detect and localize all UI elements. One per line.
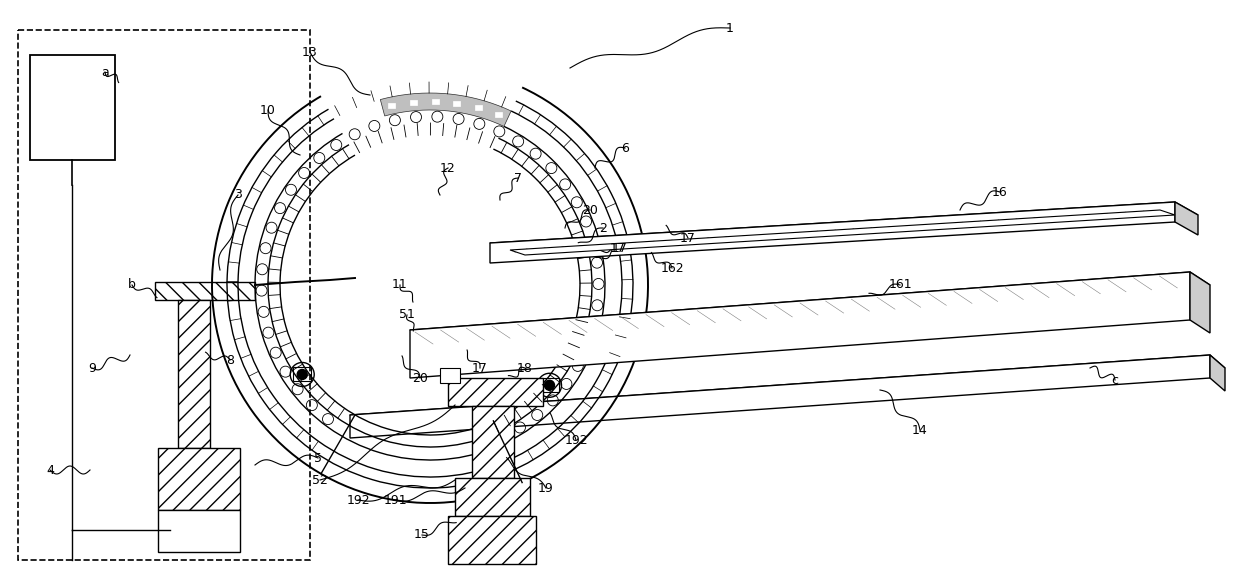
Text: 12: 12	[440, 162, 456, 174]
Text: 51: 51	[399, 309, 415, 321]
Text: 2: 2	[599, 221, 606, 235]
Circle shape	[298, 370, 308, 379]
Bar	[541, 378, 558, 392]
Bar	[157, 510, 241, 552]
Bar	[410, 100, 417, 105]
Text: 191: 191	[383, 493, 407, 507]
Text: 3: 3	[234, 188, 242, 202]
Bar	[179, 300, 210, 448]
Polygon shape	[490, 202, 1198, 256]
Bar	[455, 478, 529, 516]
Text: 13: 13	[303, 45, 317, 59]
Polygon shape	[510, 210, 1176, 255]
Text: 18: 18	[517, 361, 533, 375]
Polygon shape	[1190, 272, 1210, 333]
Polygon shape	[490, 202, 1176, 263]
Polygon shape	[410, 272, 1190, 378]
Text: 17: 17	[610, 242, 626, 254]
Text: 162: 162	[660, 261, 683, 274]
Bar	[448, 378, 543, 406]
Bar	[157, 448, 241, 510]
Text: 14: 14	[913, 424, 928, 436]
Bar	[30, 55, 115, 160]
Text: 1: 1	[727, 21, 734, 34]
Text: 192: 192	[346, 493, 370, 507]
Text: 17: 17	[613, 242, 627, 254]
Text: 20: 20	[582, 203, 598, 217]
Bar	[440, 368, 460, 383]
Text: c: c	[1111, 374, 1118, 386]
Bar	[475, 105, 481, 110]
Bar	[19, 30, 310, 560]
Bar	[293, 367, 311, 382]
Polygon shape	[381, 93, 511, 127]
Text: 7: 7	[515, 171, 522, 185]
Polygon shape	[410, 272, 1210, 343]
Text: 4: 4	[46, 464, 53, 476]
Text: 20: 20	[412, 371, 428, 385]
Bar	[388, 103, 396, 108]
Text: 16: 16	[992, 185, 1008, 199]
Text: 6: 6	[621, 142, 629, 155]
Text: 5: 5	[314, 451, 322, 464]
Polygon shape	[350, 355, 1225, 428]
Text: a: a	[102, 66, 109, 78]
Bar	[432, 99, 439, 104]
Text: 15: 15	[414, 529, 430, 541]
Bar	[454, 101, 460, 106]
Text: 192: 192	[564, 433, 588, 447]
Polygon shape	[350, 355, 1210, 438]
Text: 8: 8	[226, 353, 234, 367]
Polygon shape	[1210, 355, 1225, 391]
Text: 11: 11	[392, 278, 408, 292]
Text: 9: 9	[88, 361, 95, 375]
Text: 52: 52	[312, 474, 327, 486]
Bar	[448, 516, 536, 564]
Text: b: b	[128, 278, 136, 292]
Bar	[618, 332, 634, 343]
Polygon shape	[1176, 202, 1198, 235]
Bar	[155, 282, 255, 300]
Text: 17: 17	[472, 361, 487, 375]
Text: 19: 19	[538, 482, 554, 494]
Text: 10: 10	[260, 103, 277, 117]
Text: 17: 17	[680, 231, 696, 245]
Circle shape	[544, 381, 554, 390]
Circle shape	[624, 335, 629, 340]
Text: 161: 161	[888, 278, 911, 292]
Bar	[495, 112, 502, 117]
Bar	[472, 406, 515, 478]
